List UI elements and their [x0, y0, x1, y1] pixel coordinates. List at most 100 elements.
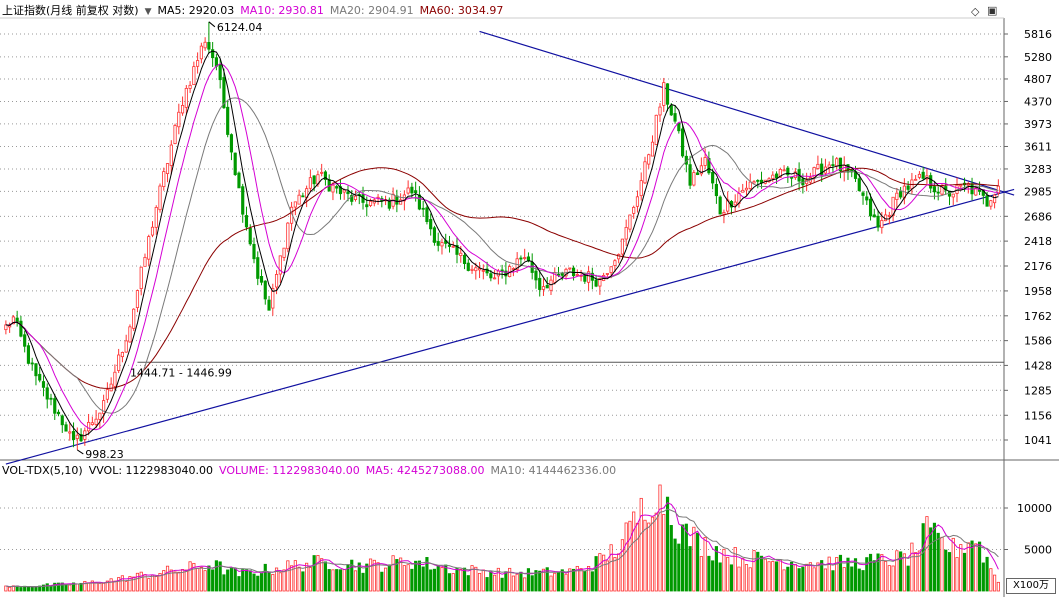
ma20-line [5, 97, 999, 414]
price-tick-label: 2176 [1024, 260, 1052, 273]
volume-bar [823, 568, 828, 592]
candle-body [654, 114, 658, 145]
candle-body [49, 397, 53, 400]
candle-body [207, 41, 211, 50]
volume-bar [41, 584, 46, 592]
volume-bar [756, 551, 760, 592]
volume-bar [83, 580, 87, 592]
candle-body [158, 185, 162, 211]
candle-body [117, 354, 121, 371]
volume-bar [128, 576, 132, 592]
candle-body [342, 189, 346, 193]
volume-bar [959, 544, 963, 592]
candle-body [613, 260, 617, 266]
volume-bar [857, 568, 861, 592]
candle-body [692, 172, 696, 186]
candle-body [15, 317, 19, 323]
vol-ma10-label: MA10: 4144462336.00 [490, 464, 617, 477]
candle-body [229, 134, 234, 153]
candle-body [906, 185, 910, 190]
volume-bar [673, 538, 677, 592]
volume-bar [293, 560, 297, 592]
volume-bar [203, 570, 207, 592]
candle-body [624, 226, 628, 240]
volume-bar [853, 558, 858, 592]
candle-body [568, 267, 572, 270]
volume-bar [808, 562, 812, 592]
candle-body [331, 184, 335, 193]
volume-bar [368, 558, 373, 592]
maximize-icon[interactable]: ▣ [987, 4, 998, 17]
price-tick-label: 1958 [1024, 285, 1052, 298]
volume-bar [45, 583, 49, 592]
candle-body [135, 290, 140, 308]
candle-body [23, 334, 27, 347]
candle-body [598, 278, 602, 287]
candle-body [399, 199, 403, 205]
volume-bar [553, 572, 557, 592]
candle-body [887, 214, 891, 217]
volume-bar [508, 567, 512, 592]
volume-bar [421, 566, 425, 592]
volume-bar [519, 571, 523, 592]
candle-body [406, 187, 410, 194]
candle-body [959, 184, 963, 187]
volume-bar [752, 550, 756, 592]
volume-bar [711, 560, 715, 592]
volume-bar [771, 561, 775, 592]
volume-bar [526, 568, 531, 592]
volume-bar [271, 574, 275, 592]
volume-bar [718, 562, 722, 592]
candle-body [4, 324, 8, 331]
candle-body [188, 84, 192, 89]
volume-bar [263, 563, 267, 592]
volume-bar [207, 565, 211, 592]
volume-bar [406, 564, 410, 592]
candle-body [774, 173, 779, 179]
candle-body [985, 195, 989, 207]
volume-bar [549, 575, 553, 592]
volume-bar [571, 568, 576, 592]
diamond-icon[interactable]: ◇ [971, 5, 980, 18]
price-tick-label: 1428 [1024, 359, 1052, 372]
volume-bar [989, 568, 993, 592]
candle-body [489, 273, 493, 279]
candle-body [293, 201, 297, 208]
candle-body [184, 88, 188, 108]
volume-bar [346, 564, 350, 592]
candle-body [658, 106, 662, 116]
dropdown-arrow-icon[interactable]: ▼ [144, 7, 152, 17]
candle-body [647, 154, 651, 165]
volume-bar [338, 569, 343, 592]
vvol-label: VVOL: 1122983040.00 [88, 464, 214, 477]
candle-body [718, 196, 722, 215]
candle-body [609, 266, 613, 274]
volume-bar [609, 544, 613, 592]
candle-body [353, 195, 358, 200]
volume-bar [786, 566, 790, 592]
candle-body [150, 226, 155, 236]
volume-bar [320, 558, 324, 592]
candle-body [19, 320, 23, 337]
low-marker [77, 449, 84, 455]
ma5-line [5, 50, 999, 437]
candle-body [786, 167, 790, 176]
volume-bar [966, 542, 970, 592]
volume-bar [590, 571, 594, 592]
candle-body [493, 277, 497, 280]
volume-bar [962, 552, 967, 592]
volume-bar [105, 580, 109, 592]
volume-bar [861, 570, 865, 592]
volume-bar [868, 553, 873, 592]
volume-bar [759, 555, 764, 592]
volume-bar [102, 582, 106, 592]
volume-bar [932, 522, 937, 592]
volume-bar [395, 559, 399, 592]
volume-bar [820, 560, 824, 592]
volume-bar [940, 536, 944, 592]
price-tick-label: 3611 [1024, 140, 1052, 153]
volume-bar [4, 585, 8, 592]
price-tick-label: 1285 [1024, 384, 1052, 397]
candle-body [429, 219, 433, 230]
